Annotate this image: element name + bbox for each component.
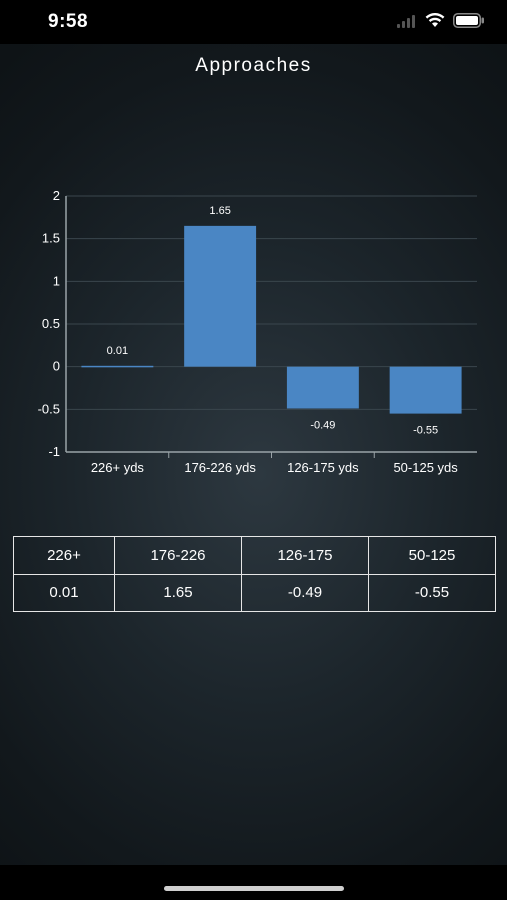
y-tick-label: 0 [53,359,60,374]
x-tick-label: 176-226 yds [184,460,256,475]
chart-bar [286,366,359,409]
y-tick-label: 2 [53,188,60,203]
approaches-table: 226+ 176-226 126-175 50-125 0.01 1.65 -0… [13,536,496,612]
table-row: 0.01 1.65 -0.49 -0.55 [13,573,496,612]
x-tick-label: 50-125 yds [393,460,458,475]
signal-icon [397,14,415,28]
status-bar: 9:58 [0,0,507,44]
chart-bar [184,225,257,367]
table-header-row: 226+ 176-226 126-175 50-125 [13,536,496,575]
table-cell: -0.55 [368,573,496,612]
table-header-cell: 226+ [13,536,115,575]
table-cell: 0.01 [13,573,115,612]
screen [0,44,507,865]
y-tick-label: -0.5 [38,401,60,416]
data-label: 1.65 [209,205,230,217]
battery-icon [453,13,484,28]
data-label: 0.01 [107,345,128,357]
status-icons [397,13,485,28]
x-tick-label: 226+ yds [91,460,145,475]
wifi-icon [425,13,445,27]
table-cell: -0.49 [241,573,369,612]
page-title: Approaches [195,55,312,76]
chart-bar [81,365,154,368]
home-bar [0,865,507,900]
y-tick-label: 1 [53,273,60,288]
data-label: -0.49 [310,419,335,431]
y-tick-label: 1.5 [42,231,60,246]
data-label: -0.55 [413,425,438,437]
status-time: 9:58 [48,11,89,32]
x-tick-label: 126-175 yds [287,460,359,475]
home-indicator[interactable] [164,886,344,891]
table-header-cell: 126-175 [241,536,369,575]
chart-bar [389,366,462,414]
table-header-cell: 176-226 [114,536,242,575]
approaches-bar-chart: 2 1.5 1 0.5 0 -0.5 -1 0.01 226+ yds 1.65 176-226 y… [38,188,477,475]
table-cell: 1.65 [114,573,242,612]
table-header-cell: 50-125 [368,536,496,575]
y-tick-label: 0.5 [42,316,60,331]
y-tick-label: -1 [48,444,60,459]
